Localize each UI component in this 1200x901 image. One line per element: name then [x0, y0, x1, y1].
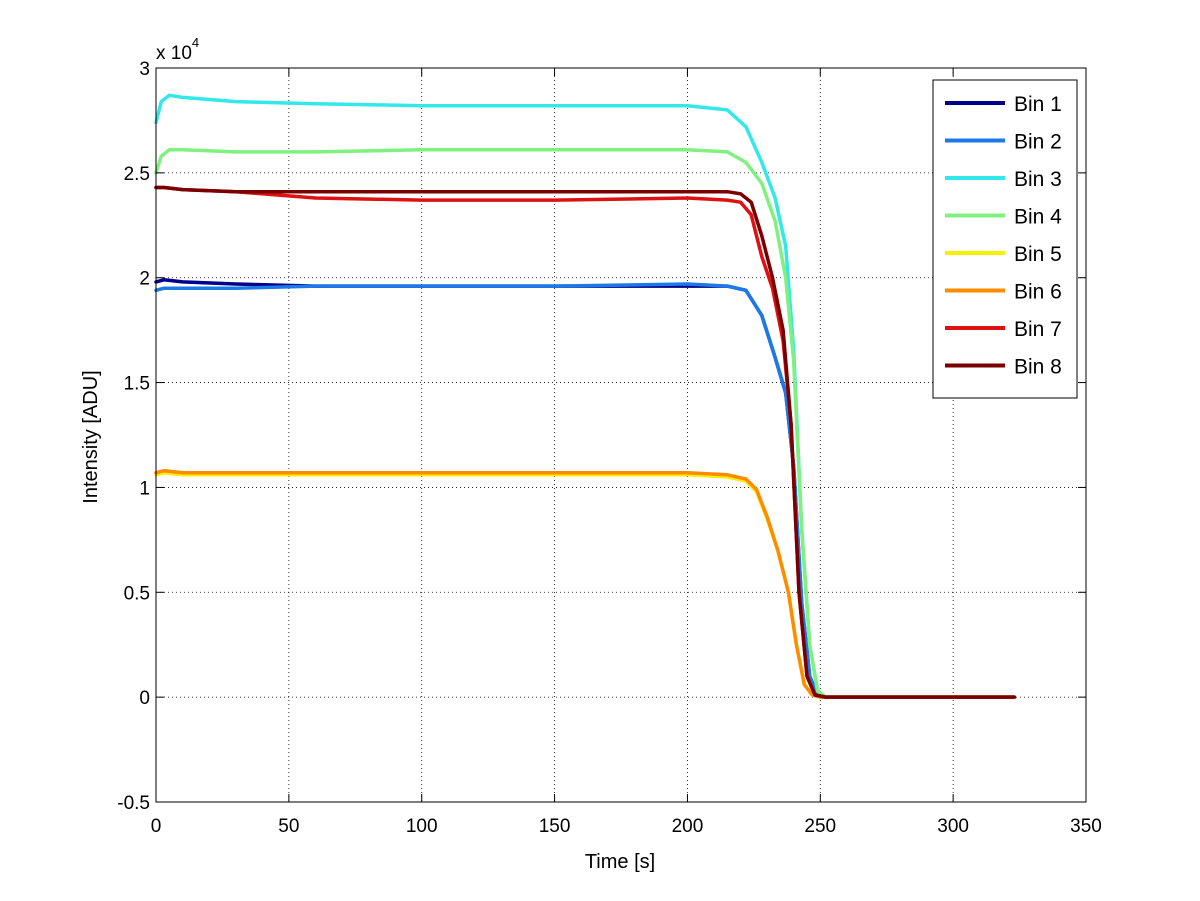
- x-axis-label: Time [s]: [585, 851, 655, 873]
- legend-label-bin-4: Bin 4: [1014, 206, 1062, 229]
- legend-label-bin-7: Bin 7: [1014, 318, 1062, 341]
- series-line-bin-4: [154, 148, 1017, 699]
- y-tick-label: 3: [139, 59, 150, 80]
- x-tick-label: 50: [278, 816, 299, 837]
- grid: [156, 68, 1086, 802]
- y-tick-label: -0.5: [117, 793, 150, 814]
- x-tick-label: 350: [1070, 816, 1102, 837]
- x-tick-label: 150: [539, 816, 571, 837]
- series-line-bin-8: [154, 185, 1017, 699]
- series-group: [154, 93, 1017, 699]
- x-tick-label: 250: [804, 816, 836, 837]
- y-scale-exponent: 4: [192, 35, 199, 50]
- x-tick-label: 300: [937, 816, 969, 837]
- ticks: [155, 67, 1087, 803]
- y-scale-multiplier: x 104: [156, 35, 199, 64]
- legend: Bin 1 Bin 2 Bin 3 Bin 4 Bin 5 Bin 6 Bin 7 Bin 8: [932, 79, 1078, 399]
- legend-label-bin-3: Bin 3: [1014, 168, 1062, 191]
- x-tick-label: 100: [406, 816, 438, 837]
- legend-label-bin-5: Bin 5: [1014, 243, 1062, 266]
- legend-label-bin-8: Bin 8: [1014, 356, 1062, 379]
- y-tick-label: 0.5: [124, 583, 150, 604]
- axes-frame: [155, 67, 1087, 803]
- y-tick-label: 1.5: [124, 374, 150, 395]
- legend-label-bin-6: Bin 6: [1014, 281, 1062, 304]
- y-tick-label: 1: [139, 478, 150, 499]
- legend-label-bin-2: Bin 2: [1014, 131, 1062, 154]
- x-tick-label: 200: [672, 816, 704, 837]
- y-scale-base: x 10: [156, 43, 192, 64]
- y-tick-label: 0: [139, 688, 150, 709]
- legend-box: [932, 79, 1078, 399]
- x-tick-label: 0: [151, 816, 162, 837]
- y-axis-label: Intensity [ADU]: [80, 370, 102, 503]
- legend-label-bin-1: Bin 1: [1014, 93, 1062, 116]
- y-tick-label: 2: [139, 269, 150, 290]
- y-tick-label: 2.5: [124, 164, 150, 185]
- tick-labels: 0 50 100 150 200 250 300 350-0.500.511.522.53: [117, 59, 1102, 837]
